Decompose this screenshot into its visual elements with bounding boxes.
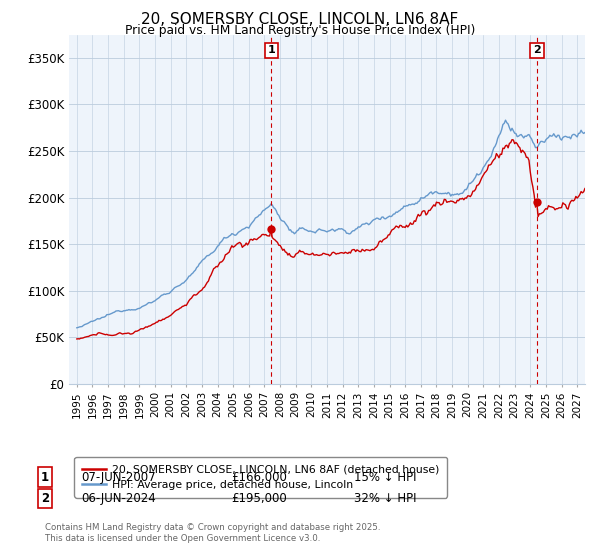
Text: Price paid vs. HM Land Registry's House Price Index (HPI): Price paid vs. HM Land Registry's House … xyxy=(125,24,475,37)
Text: 1: 1 xyxy=(268,45,275,55)
Text: 06-JUN-2024: 06-JUN-2024 xyxy=(81,492,156,505)
Text: 20, SOMERSBY CLOSE, LINCOLN, LN6 8AF: 20, SOMERSBY CLOSE, LINCOLN, LN6 8AF xyxy=(142,12,458,27)
Text: £195,000: £195,000 xyxy=(231,492,287,505)
Text: 1: 1 xyxy=(41,470,49,484)
Legend: 20, SOMERSBY CLOSE, LINCOLN, LN6 8AF (detached house), HPI: Average price, detac: 20, SOMERSBY CLOSE, LINCOLN, LN6 8AF (de… xyxy=(74,457,447,498)
Text: 2: 2 xyxy=(41,492,49,505)
Text: 2: 2 xyxy=(533,45,541,55)
Text: 15% ↓ HPI: 15% ↓ HPI xyxy=(354,470,416,484)
Text: Contains HM Land Registry data © Crown copyright and database right 2025.
This d: Contains HM Land Registry data © Crown c… xyxy=(45,524,380,543)
Text: 32% ↓ HPI: 32% ↓ HPI xyxy=(354,492,416,505)
Text: £166,000: £166,000 xyxy=(231,470,287,484)
Text: 07-JUN-2007: 07-JUN-2007 xyxy=(81,470,155,484)
